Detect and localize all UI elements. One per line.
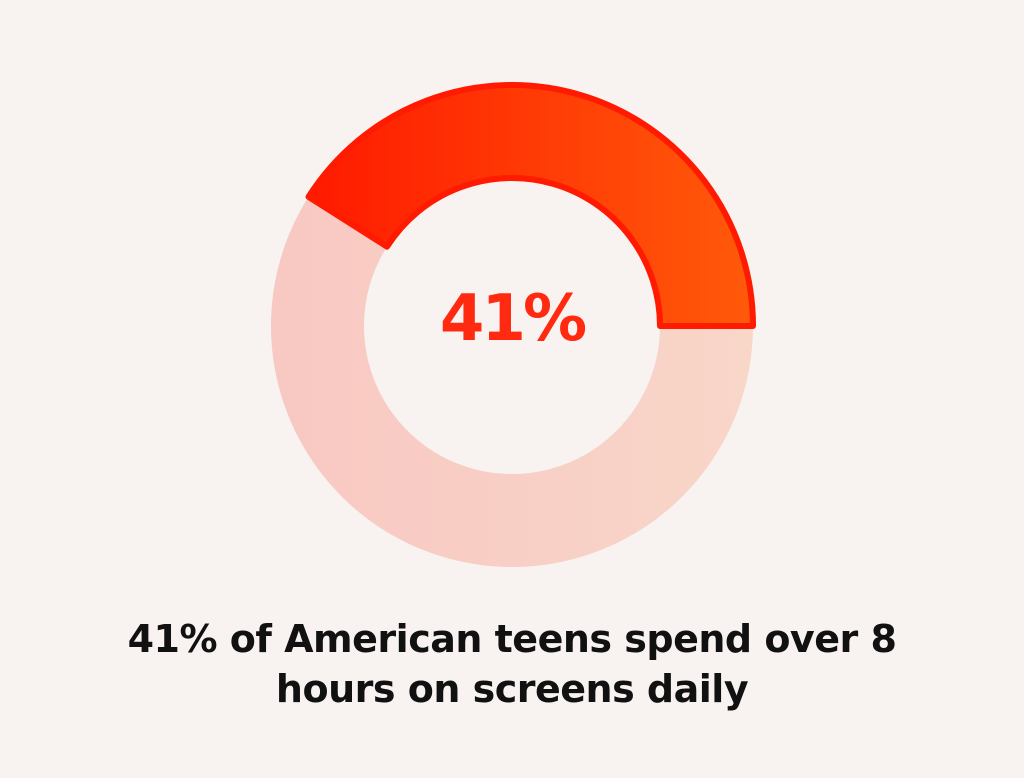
donut-chart: 41% [270,82,756,568]
donut-slices [270,82,756,568]
chart-caption: 41% of American teens spend over 8 hours… [127,617,897,711]
donut-slice-remainder [270,196,753,568]
donut-slice-highlight [305,82,756,329]
donut-center-value: 41% [440,282,586,356]
